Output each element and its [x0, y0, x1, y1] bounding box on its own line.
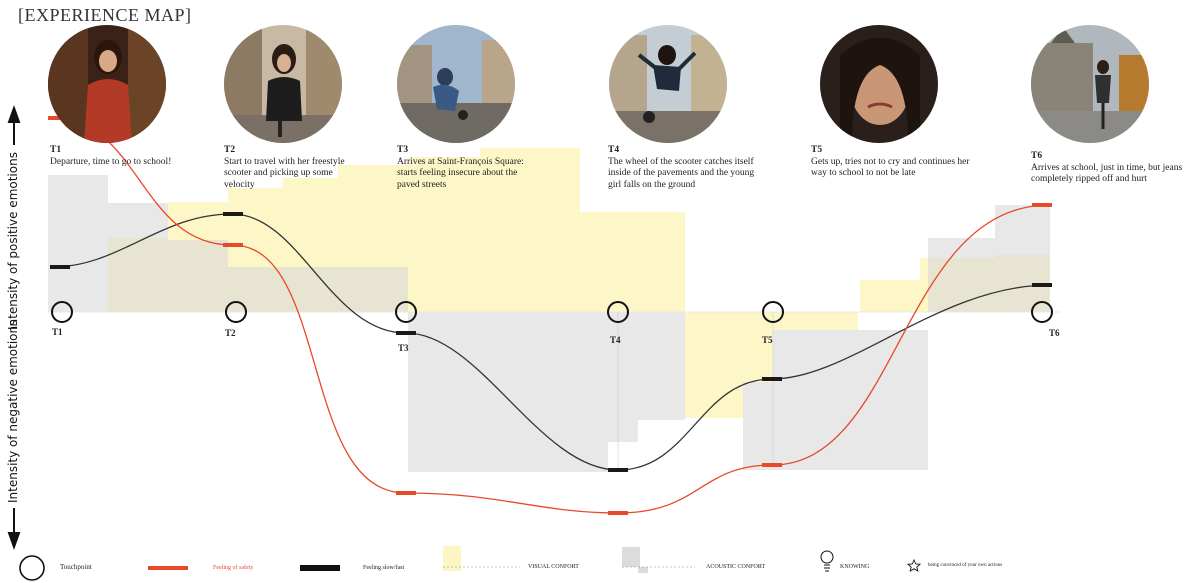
- photo-t2: [224, 25, 342, 143]
- caption-t2-text: Start to travel with her freestyle scoot…: [224, 156, 345, 190]
- photo-t1: [48, 25, 166, 143]
- caption-t4: T4 The wheel of the scooter catches itse…: [608, 145, 768, 191]
- caption-t5-text: Gets up, tries not to cry and continues …: [811, 156, 970, 179]
- tick-t6: T6: [1049, 328, 1060, 338]
- caption-t6: T6 Arrives at school, just in time, but …: [1031, 151, 1196, 186]
- legend-slow-fast: Feeling slow/fast: [363, 565, 405, 571]
- photo-t6: [1031, 25, 1149, 143]
- caption-t4-text: The wheel of the scooter catches itself …: [608, 156, 755, 190]
- caption-t1-text: Departure, time to go to school!: [50, 156, 172, 167]
- caption-t6-id: T6: [1031, 151, 1043, 161]
- star-icon: [906, 558, 922, 572]
- photo-t4: [609, 25, 727, 143]
- legend-visual: VISUAL CONFORT: [528, 564, 579, 570]
- knowing-icon: [820, 550, 834, 572]
- speed-markers: [50, 212, 1052, 472]
- tick-t3: T3: [398, 343, 409, 353]
- caption-t5-id: T5: [811, 145, 823, 155]
- axis-negative-label: Intensity of negative emotions: [6, 319, 20, 503]
- legend-touchpoint: Touchpoint: [60, 563, 92, 571]
- tick-t4: T4: [610, 335, 621, 345]
- tick-t1: T1: [52, 327, 63, 337]
- caption-t5: T5 Gets up, tries not to cry and continu…: [811, 145, 971, 180]
- legend-convinced: being convinced of your own actions: [928, 563, 1003, 568]
- caption-t6-text: Arrives at school, just in time, but jea…: [1031, 162, 1183, 185]
- legend-safety: Feeling of safety: [213, 565, 254, 571]
- tick-t5: T5: [762, 335, 773, 345]
- caption-t4-id: T4: [608, 145, 620, 155]
- caption-t3-id: T3: [397, 145, 409, 155]
- axis-positive-label: Intensity of positive emotions: [6, 152, 20, 330]
- photo-t3: [397, 25, 515, 143]
- legend-graphics: [19, 546, 922, 581]
- page-title: [EXPERIENCE MAP]: [18, 5, 192, 25]
- legend-knowing: KNOWING: [840, 564, 870, 570]
- caption-t1: T1 Departure, time to go to school!: [50, 145, 200, 168]
- acoustic-comfort-areas: [48, 175, 1050, 472]
- feeling-of-safety-line: [51, 117, 1051, 514]
- legend-acoustic: ACOUSTIC CONFORT: [706, 564, 766, 570]
- caption-t3-text: Arrives at Saint-François Square: starts…: [397, 156, 524, 190]
- caption-t2: T2 Start to travel with her freestyle sc…: [224, 145, 364, 191]
- caption-t1-id: T1: [50, 145, 62, 155]
- photo-t5: [820, 25, 938, 143]
- caption-t3: T3 Arrives at Saint-François Square: sta…: [397, 145, 542, 191]
- tick-t2: T2: [225, 328, 236, 338]
- caption-t2-id: T2: [224, 145, 236, 155]
- axis-arrows: [7, 105, 21, 550]
- touchpoint-circles: [51, 301, 1053, 323]
